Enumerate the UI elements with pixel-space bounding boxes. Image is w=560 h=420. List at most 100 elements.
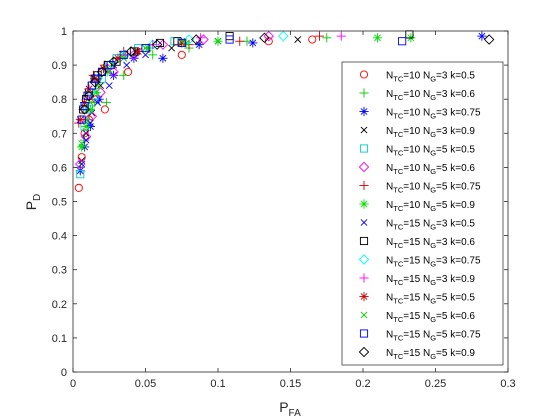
- data-point-series-16: [89, 76, 100, 88]
- data-point-series-1: [177, 50, 186, 59]
- legend-marker-11: [358, 254, 370, 265]
- legend: NTC=10 NG=3 k=0.5 NTC=10 NG=3 k=0.6 NTC=10…: [341, 61, 504, 366]
- x-tick-label: 0.25: [425, 378, 446, 390]
- data-point-series-16: [125, 46, 137, 57]
- data-point-series-8: [81, 121, 91, 132]
- data-point-series-2: [148, 50, 158, 60]
- data-point-series-4: [82, 129, 90, 137]
- y-axis-label-main: P: [23, 201, 39, 210]
- data-point-series-16: [83, 90, 95, 102]
- legend-marker-9: [360, 219, 368, 226]
- legend-box: [341, 61, 504, 366]
- data-point-series-9: [82, 136, 90, 144]
- data-point-series-16: [483, 34, 495, 45]
- legend-marker-8: [359, 199, 369, 209]
- legend-label-8: NTC=10 NG=5 k=0.9: [386, 200, 475, 213]
- x-axis-label-sub: FA: [289, 408, 302, 419]
- data-point-series-13: [177, 38, 187, 48]
- y-axis: 0 0.1 0.2 0.3 0.4 0.5 0.6 0.7 0.8 0.9 1: [52, 26, 508, 379]
- data-point-series-3: [477, 31, 487, 41]
- data-point-series-1: [100, 105, 109, 114]
- data-point-series-11: [79, 100, 90, 112]
- legend-marker-5: [359, 144, 369, 153]
- data-point-series-10: [173, 37, 182, 46]
- data-point-series-12: [196, 33, 206, 43]
- data-point-series-15: [225, 35, 234, 44]
- data-point-series-1: [308, 35, 317, 44]
- x-axis-label-main: P: [279, 399, 288, 415]
- data-point-series-2: [322, 33, 332, 43]
- data-point-series-12: [336, 31, 346, 41]
- data-point-series-14: [78, 140, 86, 147]
- x-tick-label: 0.1: [210, 378, 225, 390]
- data-point-series-7: [314, 31, 325, 41]
- legend-label-4: NTC=10 NG=3 k=0.9: [386, 126, 475, 139]
- data-point-series-6: [108, 66, 119, 78]
- data-point-series-2: [101, 98, 111, 108]
- legend-label-15: NTC=15 NG=5 k=0.75: [386, 330, 481, 343]
- data-point-series-3: [109, 70, 119, 80]
- legend-marker-1: [359, 70, 369, 79]
- data-point-series-3: [248, 38, 258, 48]
- data-point-series-3: [158, 53, 168, 63]
- y-axis-label: PD: [23, 194, 43, 211]
- legend-label-14: NTC=15 NG=5 k=0.6: [386, 311, 475, 324]
- data-point-series-9: [123, 61, 131, 69]
- legend-marker-13: [359, 291, 369, 302]
- data-point-series-16: [79, 104, 90, 115]
- y-tick-label: 0.4: [52, 231, 67, 243]
- data-point-series-15: [92, 74, 101, 83]
- legend-label-5: NTC=10 NG=5 k=0.5: [386, 145, 475, 158]
- y-tick-label: 0.3: [52, 265, 67, 277]
- legend-marker-12: [359, 273, 369, 283]
- data-point-series-16: [96, 66, 108, 78]
- legend-label-3: NTC=10 NG=3 k=0.75: [386, 108, 481, 121]
- x-axis: 0 0.05 0.1 0.15 0.2 0.25 0.3: [70, 31, 516, 390]
- legend-label-12: NTC=15 NG=3 k=0.9: [386, 274, 475, 287]
- data-point-series-6: [86, 111, 98, 122]
- x-tick-label: 0.3: [500, 378, 515, 390]
- data-point-series-11: [278, 30, 289, 42]
- legend-label-11: NTC=15 NG=3 k=0.75: [386, 256, 481, 269]
- y-tick-label: 1: [61, 26, 67, 38]
- legend-label-10: NTC=15 NG=3 k=0.6: [386, 237, 475, 250]
- data-point-series-7: [235, 36, 245, 46]
- data-point-series-9: [86, 119, 94, 127]
- legend-label-7: NTC=10 NG=5 k=0.75: [386, 182, 481, 195]
- data-point-series-8: [213, 36, 223, 46]
- legend-label-13: NTC=15 NG=5 k=0.5: [386, 293, 475, 306]
- legend-marker-7: [359, 180, 369, 191]
- data-point-series-15: [77, 115, 86, 124]
- data-point-series-8: [372, 33, 383, 43]
- data-point-series-15: [97, 67, 107, 76]
- data-point-series-11: [183, 34, 195, 45]
- data-markers: [74, 30, 495, 192]
- data-point-series-8: [91, 87, 101, 97]
- y-tick-label: 0.9: [52, 60, 67, 72]
- y-tick-label: 0.1: [52, 333, 67, 345]
- legend-label-1: NTC=10 NG=3 k=0.5: [386, 71, 475, 84]
- data-point-series-14: [82, 116, 90, 124]
- data-point-series-6: [80, 131, 92, 142]
- legend-marker-2: [359, 88, 369, 98]
- y-tick-label: 0.5: [52, 197, 67, 209]
- data-point-series-8: [77, 142, 87, 152]
- data-point-series-9: [78, 160, 86, 168]
- data-point-series-16: [191, 34, 202, 45]
- legend-marker-3: [359, 106, 369, 117]
- data-point-series-15: [80, 101, 89, 111]
- y-tick-label: 0: [61, 367, 67, 379]
- legend-label-2: NTC=10 NG=3 k=0.6: [386, 89, 475, 102]
- data-point-series-1: [74, 183, 83, 192]
- y-tick-label: 0.2: [52, 299, 67, 311]
- data-point-series-9: [142, 51, 149, 59]
- y-tick-label: 0.7: [52, 128, 67, 140]
- data-point-series-5: [76, 170, 85, 179]
- data-point-series-14: [142, 44, 149, 52]
- data-point-series-15: [141, 44, 150, 53]
- x-tick-label: 0.05: [135, 378, 156, 390]
- data-point-series-15: [119, 50, 128, 59]
- data-point-series-15: [398, 37, 407, 46]
- data-point-series-9: [105, 82, 113, 89]
- y-tick-label: 0.8: [52, 94, 67, 106]
